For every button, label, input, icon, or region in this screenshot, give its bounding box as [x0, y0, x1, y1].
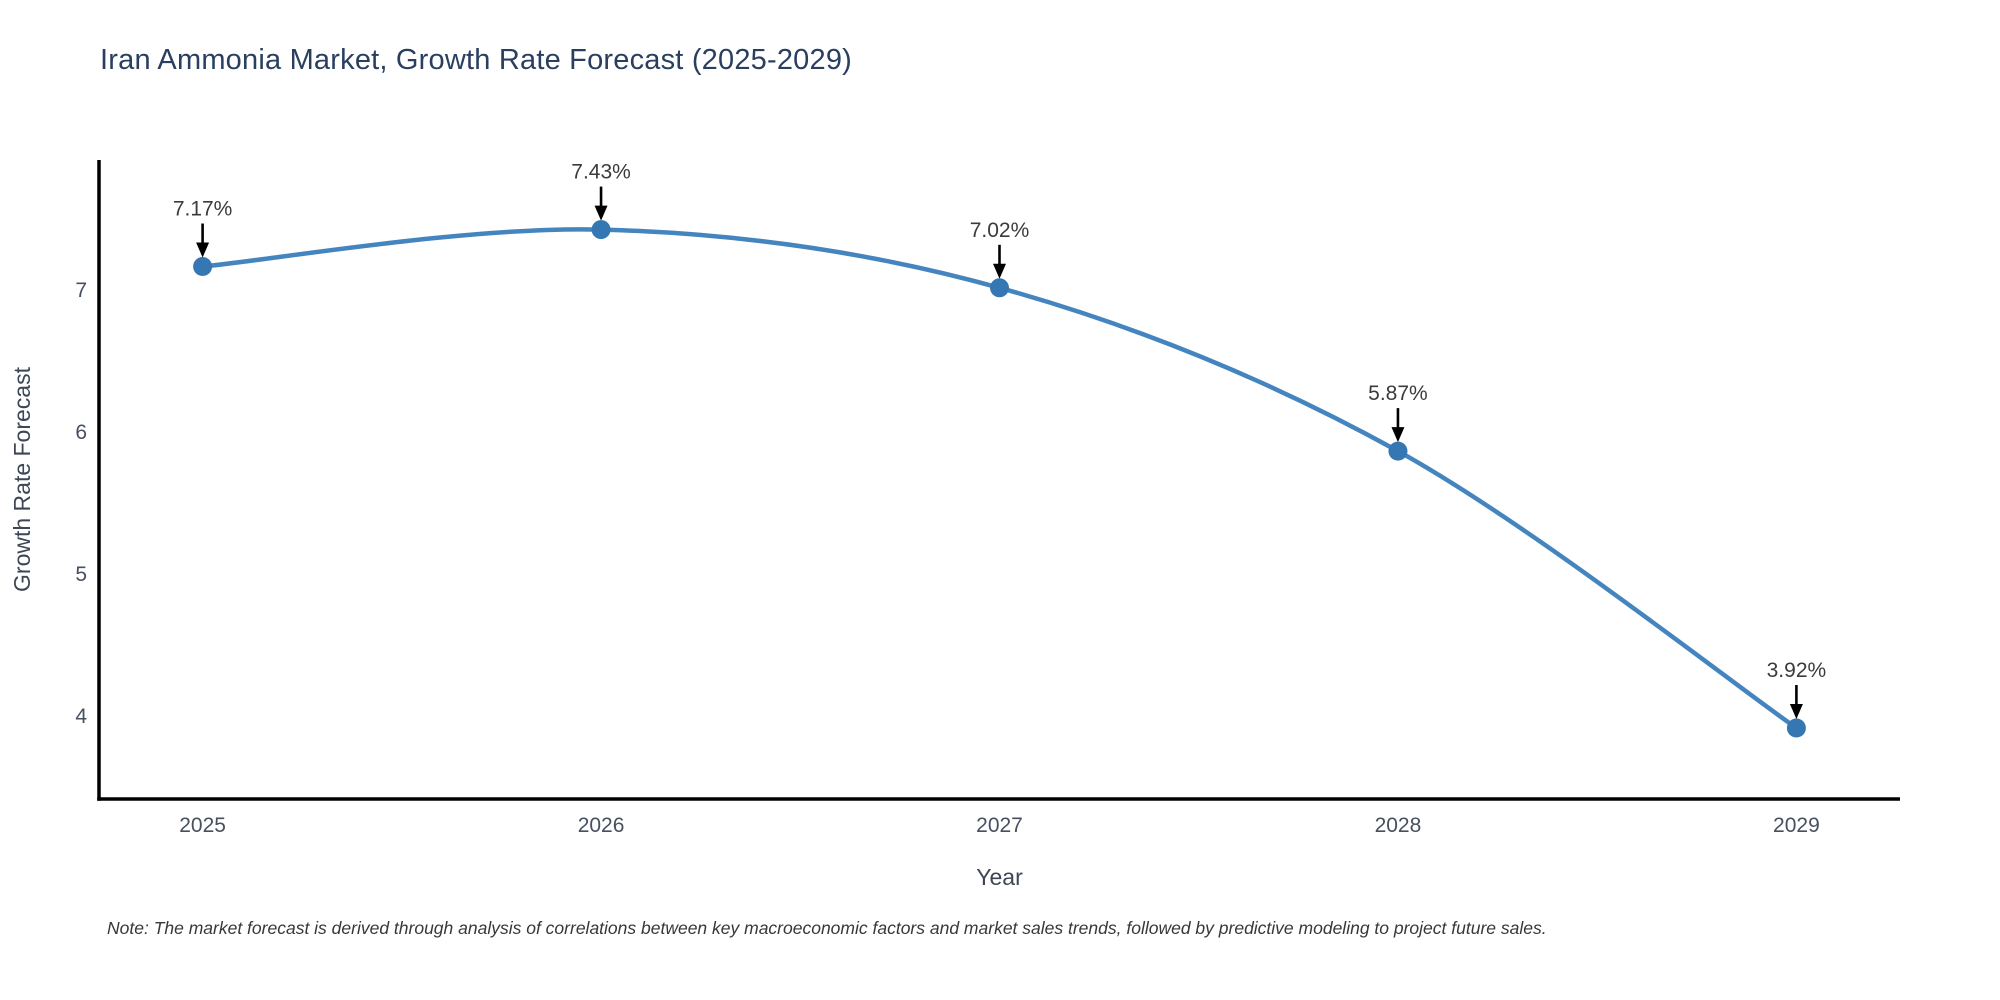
data-label: 7.02% — [970, 219, 1030, 242]
y-axis-title: Growth Rate Forecast — [9, 366, 35, 592]
footnote: Note: The market forecast is derived thr… — [107, 918, 1547, 938]
annotation-arrowhead — [1789, 704, 1803, 719]
data-point — [591, 220, 611, 240]
x-tick-label: 2026 — [578, 814, 625, 837]
annotation-arrowhead — [1391, 427, 1405, 443]
data-point — [1388, 441, 1408, 461]
y-tick-label: 4 — [75, 705, 87, 728]
data-label: 7.43% — [571, 161, 631, 184]
data-point — [1786, 718, 1806, 738]
x-tick-label: 2029 — [1773, 814, 1820, 837]
data-label: 7.17% — [173, 198, 233, 221]
data-label: 5.87% — [1368, 382, 1428, 405]
y-tick-label: 6 — [75, 421, 87, 444]
y-tick-label: 7 — [75, 279, 87, 302]
x-tick-label: 2027 — [976, 814, 1023, 837]
data-label: 3.92% — [1767, 659, 1827, 682]
data-point — [193, 257, 213, 276]
annotation-arrowhead — [196, 242, 210, 258]
y-tick-label: 5 — [75, 563, 87, 586]
x-tick-label: 2028 — [1375, 814, 1422, 837]
series-line — [200, 227, 1799, 731]
data-point — [990, 278, 1009, 298]
annotation-arrowhead — [993, 263, 1006, 279]
annotation-arrowhead — [594, 205, 608, 221]
chart-title: Iran Ammonia Market, Growth Rate Forecas… — [100, 44, 853, 76]
x-tick-label: 2025 — [179, 814, 226, 837]
x-axis-title: Year — [976, 864, 1023, 890]
